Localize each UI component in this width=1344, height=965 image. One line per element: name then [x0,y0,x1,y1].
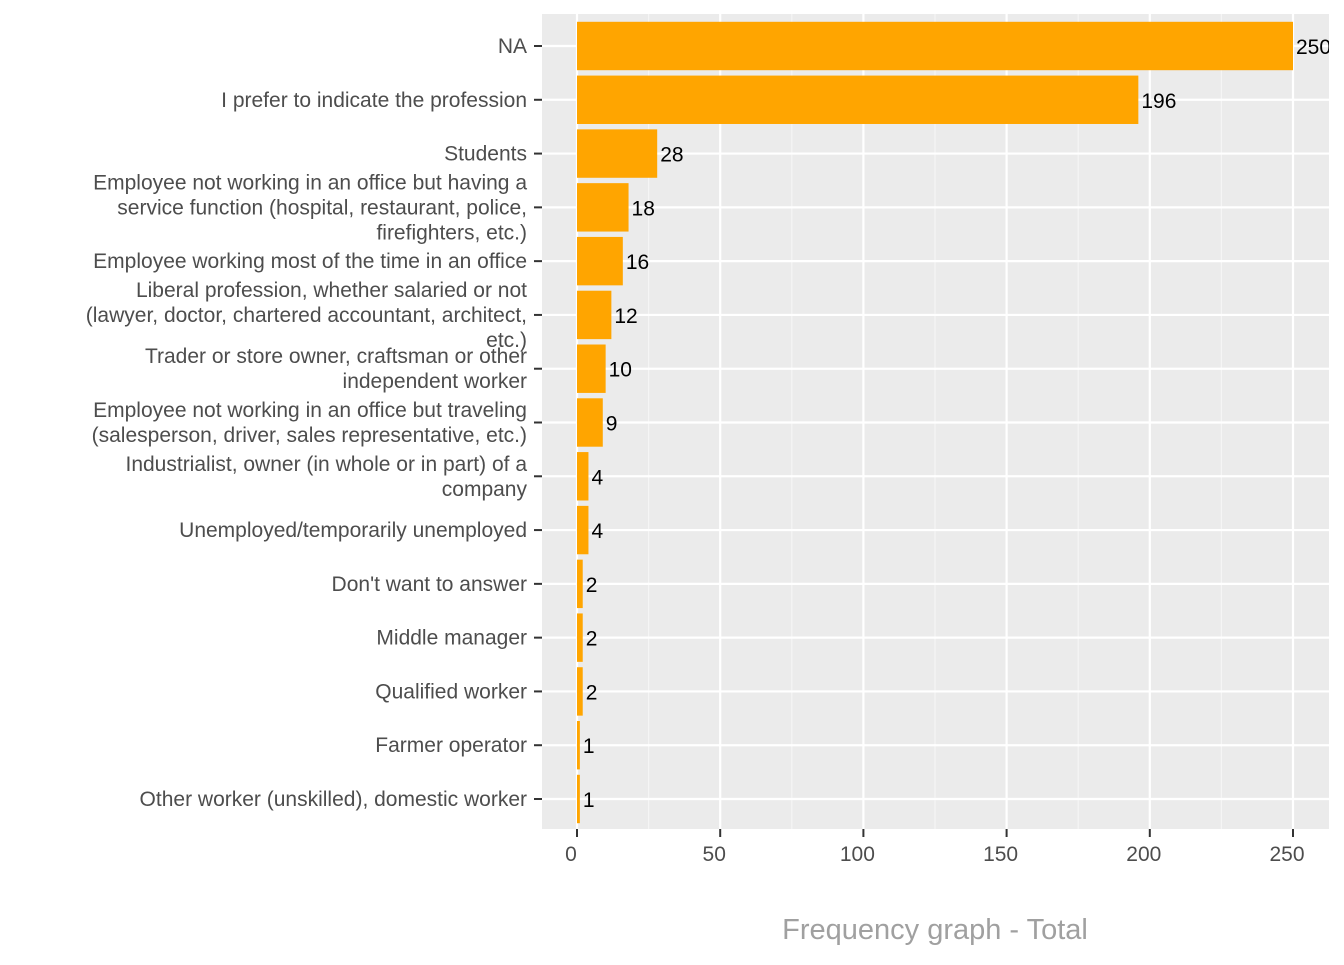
data-label: 12 [614,305,637,328]
bar [577,75,1139,124]
bar [577,236,623,286]
x-tick-label: 200 [1126,843,1161,866]
y-tick-label-line: Students [444,143,527,166]
x-axis-title: Frequency graph - Total [782,914,1088,946]
bar [577,21,1293,71]
y-axis: NA I prefer to indicate the profession Stu… [86,35,542,811]
data-label: 10 [609,359,632,382]
data-label: 250 [1296,36,1331,59]
y-tick-label-line: I prefer to indicate the profession [221,89,527,112]
x-tick-label: 150 [983,843,1018,866]
y-tick-label-line: Farmer operator [375,734,527,757]
data-label: 18 [632,197,655,220]
y-tick-label: Employee not working in an office but tr… [92,399,527,447]
data-label: 4 [591,520,603,543]
bar [577,774,580,824]
data-label: 4 [591,466,603,489]
data-label: 2 [586,681,598,704]
bar [577,452,589,501]
y-tick-label-line: Liberal profession, whether salaried or … [136,279,527,302]
bar [577,721,580,770]
x-tick-label: 100 [840,843,875,866]
y-tick-label-line: (lawyer, doctor, chartered accountant, a… [86,304,527,327]
y-tick-label-line: etc.) [486,329,527,352]
y-tick-label: Students [444,143,527,166]
y-tick-label-line: Trader or store owner, craftsman or othe… [145,345,527,368]
bar [577,559,583,609]
y-tick-label: Trader or store owner, craftsman or othe… [145,345,527,393]
x-axis: 0 50 100 150 200 250 [565,829,1305,866]
data-label: 2 [586,628,598,651]
y-tick-label: Don't want to answer [332,573,527,596]
x-tick-label: 0 [565,843,577,866]
y-tick-label-line: Middle manager [376,627,527,650]
bars [577,21,1293,824]
y-tick-label: Middle manager [376,627,527,650]
y-tick-label-line: Don't want to answer [332,573,527,596]
data-label: 16 [626,251,649,274]
y-tick-label-line: Employee not working in an office but ha… [93,171,527,194]
y-tick-label-line: service function (hospital, restaurant, … [117,196,527,219]
data-labels: 250 196 28 18 16 12 10 9 4 4 2 2 2 1 1 [583,36,1331,812]
data-label: 9 [606,413,618,436]
y-tick-label-line: (salesperson, driver, sales representati… [92,424,527,447]
y-tick-label-line: Unemployed/temporarily unemployed [179,519,527,542]
bar [577,613,583,662]
bar [577,667,583,716]
y-tick-label-line: Industrialist, owner (in whole or in par… [125,453,527,476]
y-tick-label: Industrialist, owner (in whole or in par… [125,453,527,501]
y-tick-label: Other worker (unskilled), domestic worke… [140,788,527,811]
y-tick-label-line: firefighters, etc.) [376,221,527,244]
bar [577,290,612,340]
data-label: 1 [583,735,595,758]
y-tick-label: Employee working most of the time in an … [93,250,527,273]
bar [577,398,603,447]
y-tick-label-line: NA [498,35,527,58]
y-tick-label-line: company [442,478,528,501]
data-label: 1 [583,789,595,812]
y-tick-label: NA [498,35,527,58]
x-tick-label: 50 [703,843,726,866]
bar [577,344,606,393]
bar [577,505,589,555]
data-label: 28 [660,144,683,167]
y-tick-label: Unemployed/temporarily unemployed [179,519,527,542]
y-tick-label-line: Employee working most of the time in an … [93,250,527,273]
y-tick-label: Farmer operator [375,734,527,757]
y-tick-label-line: Other worker (unskilled), domestic worke… [140,788,527,811]
y-tick-label-line: independent worker [343,370,527,393]
y-tick-label: Liberal profession, whether salaried or … [86,279,527,352]
y-tick-label-line: Employee not working in an office but tr… [93,399,527,422]
data-label: 2 [586,574,598,597]
y-tick-label: Employee not working in an office but ha… [93,171,527,244]
grid-lines [542,14,1329,829]
data-label: 196 [1141,90,1176,113]
bar [577,183,629,232]
x-tick-label: 250 [1269,843,1304,866]
bar [577,129,658,178]
y-tick-label-line: Qualified worker [375,680,527,703]
y-tick-label: I prefer to indicate the profession [221,89,527,112]
y-tick-label: Qualified worker [375,680,527,703]
